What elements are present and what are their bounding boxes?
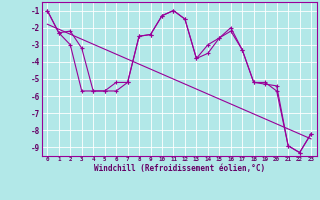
X-axis label: Windchill (Refroidissement éolien,°C): Windchill (Refroidissement éolien,°C) (94, 164, 265, 173)
